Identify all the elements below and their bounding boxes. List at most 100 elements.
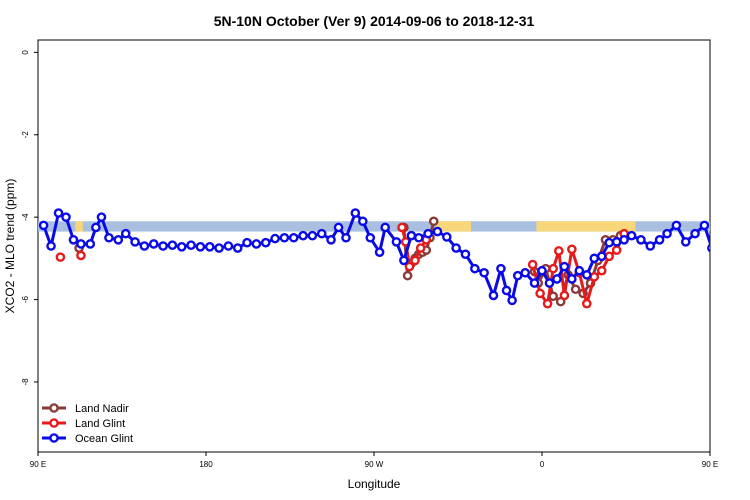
data-point <box>512 270 523 281</box>
data-point <box>441 232 452 242</box>
y-tick-label: -4 <box>21 213 30 221</box>
data-point <box>38 220 49 231</box>
land-band-segment <box>75 221 83 232</box>
data-point <box>279 232 290 243</box>
data-point <box>397 222 407 233</box>
x-tick-label: 90 E <box>30 460 46 469</box>
chart-title: 5N-10N October (Ver 9) 2014-09-06 to 201… <box>214 13 535 29</box>
data-point <box>712 240 719 247</box>
data-point <box>636 235 646 245</box>
data-point <box>410 255 420 266</box>
data-point <box>404 261 415 272</box>
data-point <box>596 265 607 276</box>
data-point <box>113 235 124 245</box>
data-point <box>91 222 101 233</box>
data-point <box>680 237 691 247</box>
data-point <box>53 208 64 218</box>
series-line <box>716 227 722 243</box>
data-point <box>341 232 351 243</box>
data-point <box>611 245 622 255</box>
data-point <box>270 233 280 244</box>
data-point <box>527 259 538 270</box>
data-point <box>251 239 262 249</box>
data-point <box>428 216 439 227</box>
data-point <box>402 270 413 281</box>
data-point <box>654 235 665 245</box>
data-point <box>232 243 243 253</box>
data-point <box>552 274 562 284</box>
data-point <box>548 263 559 274</box>
x-axis-label: Longitude <box>348 477 401 491</box>
data-point <box>567 274 577 284</box>
legend-label: Ocean Glint <box>75 433 133 445</box>
land-band-segment <box>435 221 472 232</box>
data-point <box>690 228 700 239</box>
data-point <box>604 251 615 262</box>
data-point <box>559 290 570 301</box>
series-land-glint <box>55 222 722 309</box>
legend-marker <box>49 403 59 413</box>
data-point <box>740 240 747 247</box>
series-ocean-glint <box>38 208 747 306</box>
data-point <box>357 216 368 227</box>
data-point <box>507 295 517 306</box>
data-point <box>645 241 656 251</box>
data-point <box>130 237 140 247</box>
ocean-band <box>38 221 710 232</box>
y-tick-label: -6 <box>21 295 30 303</box>
legend-label: Land Glint <box>75 418 125 430</box>
data-point <box>582 270 592 280</box>
data-point <box>307 230 318 241</box>
data-point <box>488 290 499 301</box>
data-point <box>68 235 79 245</box>
data-point <box>96 212 107 222</box>
legend-marker <box>49 433 59 443</box>
data-point <box>529 278 540 288</box>
data-point <box>619 235 629 245</box>
x-tick-label: 90 E <box>702 460 718 469</box>
data-point <box>415 243 426 253</box>
data-point <box>537 265 547 276</box>
legend-marker <box>49 418 59 428</box>
data-point <box>148 239 159 249</box>
data-point <box>391 237 402 247</box>
data-point <box>460 249 471 260</box>
data-point <box>158 241 168 251</box>
data-point <box>326 235 336 245</box>
data-point <box>567 244 577 255</box>
data-point <box>699 220 710 231</box>
data-point <box>76 250 86 261</box>
data-point <box>626 230 637 241</box>
data-point <box>186 240 196 250</box>
data-point <box>535 288 545 299</box>
data-point <box>104 232 114 243</box>
data-point <box>413 232 424 243</box>
data-point <box>214 243 224 253</box>
data-point <box>733 234 740 241</box>
legend: Land Nadir Land Glint Ocean Glint <box>42 403 133 445</box>
data-point <box>139 241 150 251</box>
land-band-segment <box>536 221 636 232</box>
data-point <box>350 208 361 218</box>
data-point <box>662 228 672 239</box>
data-point <box>554 246 564 256</box>
data-point <box>496 263 506 274</box>
y-tick-label: -2 <box>21 131 30 139</box>
y-tick-label: 0 <box>21 50 30 55</box>
data-point <box>719 249 726 256</box>
x-axis-ticks: 90 E 180 90 W 0 90 E <box>30 452 718 469</box>
data-point <box>570 284 581 295</box>
y-tick-label: -8 <box>21 378 30 386</box>
data-point <box>76 239 86 249</box>
data-point <box>223 241 234 251</box>
series-line <box>719 236 723 252</box>
data-point <box>479 267 489 278</box>
data-point <box>451 243 461 253</box>
data-point <box>423 228 433 239</box>
data-point <box>707 243 710 253</box>
y-axis-ticks: 0 -2 -4 -6 -8 <box>21 50 38 386</box>
data-point <box>611 237 622 247</box>
x-tick-label: 0 <box>540 460 545 469</box>
data-point <box>544 278 555 288</box>
data-point <box>716 232 723 239</box>
